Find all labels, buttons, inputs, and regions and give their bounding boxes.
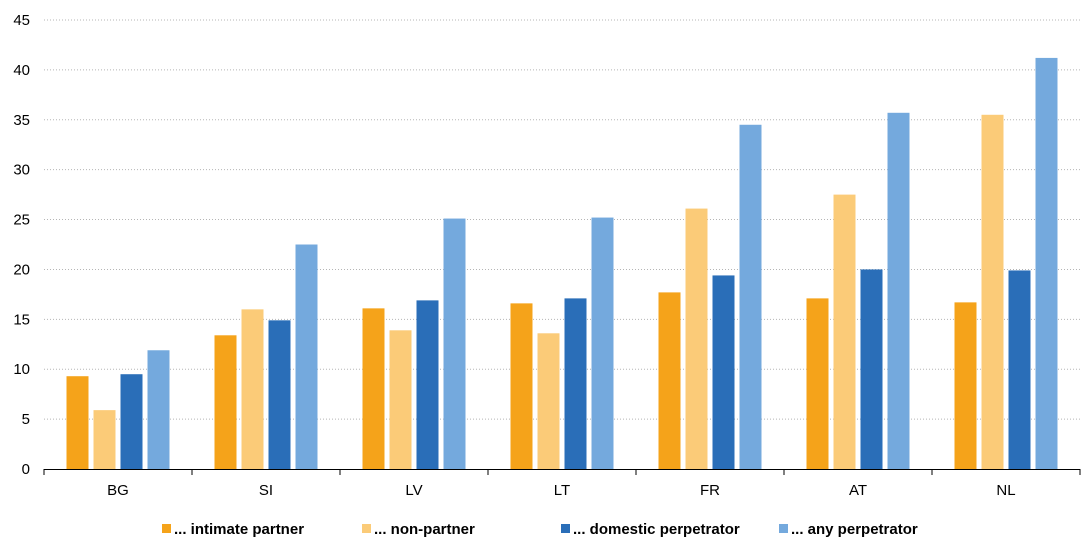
x-axis: BG SI LV LT FR AT NL [43, 469, 1081, 499]
bar-bg-2 [93, 410, 116, 469]
y-tick-label: 45 [13, 12, 30, 29]
legend: ... intimate partner ... non-partner ... d… [162, 521, 918, 538]
legend-swatch [362, 524, 371, 533]
bar-lt-1 [510, 303, 533, 469]
bar-lt-3 [564, 298, 587, 469]
bar-lt-2 [537, 333, 560, 469]
x-category-label: AT [849, 482, 867, 499]
bar-si-3 [268, 320, 291, 469]
x-category-label: BG [107, 482, 129, 499]
x-category-label: NL [996, 482, 1015, 499]
bar-nl-3 [1008, 270, 1031, 469]
legend-swatch [561, 524, 570, 533]
bars [66, 57, 1058, 470]
legend-label: ... non-partner [374, 521, 475, 538]
bar-bg-3 [120, 374, 143, 469]
bar-fr-4 [739, 124, 762, 470]
bar-fr-2 [685, 208, 708, 469]
legend-swatch [779, 524, 788, 533]
bar-at-1 [806, 298, 829, 469]
bar-nl-2 [981, 114, 1004, 470]
y-tick-label: 5 [22, 411, 30, 428]
bar-at-2 [833, 194, 856, 469]
bar-si-1 [214, 335, 237, 469]
legend-label: ... intimate partner [174, 521, 304, 538]
bar-lv-1 [362, 308, 385, 469]
y-tick-label: 30 [13, 162, 30, 179]
bar-si-2 [241, 309, 264, 469]
x-category-label: SI [259, 482, 273, 499]
x-category-label: LV [405, 482, 422, 499]
bar-fr-3 [712, 275, 735, 469]
bar-si-4 [295, 244, 318, 469]
legend-label: ... any perpetrator [791, 521, 918, 538]
y-tick-label: 0 [22, 461, 30, 478]
bar-bg-4 [147, 350, 170, 469]
bar-lv-2 [389, 330, 412, 469]
bar-nl-1 [954, 302, 977, 469]
bar-nl-4 [1035, 57, 1058, 469]
y-tick-label: 15 [13, 311, 30, 328]
y-tick-label: 25 [13, 212, 30, 229]
y-axis-ticks: 0 5 10 15 20 25 30 35 40 45 [13, 12, 30, 478]
bar-fr-1 [658, 292, 681, 469]
y-tick-label: 20 [13, 261, 30, 278]
x-category-label: LT [554, 482, 570, 499]
gridlines [44, 19, 1080, 420]
y-tick-label: 35 [13, 112, 30, 129]
bar-at-4 [887, 112, 910, 469]
bar-at-3 [860, 269, 883, 469]
bar-lv-4 [443, 218, 466, 469]
bar-lv-3 [416, 300, 439, 469]
bar-lt-4 [591, 217, 614, 469]
x-category-label: FR [700, 482, 720, 499]
legend-label: ... domestic perpetrator [573, 521, 740, 538]
bar-bg-1 [66, 376, 89, 469]
y-tick-label: 40 [13, 62, 30, 79]
y-tick-label: 10 [13, 361, 30, 378]
legend-swatch [162, 524, 171, 533]
